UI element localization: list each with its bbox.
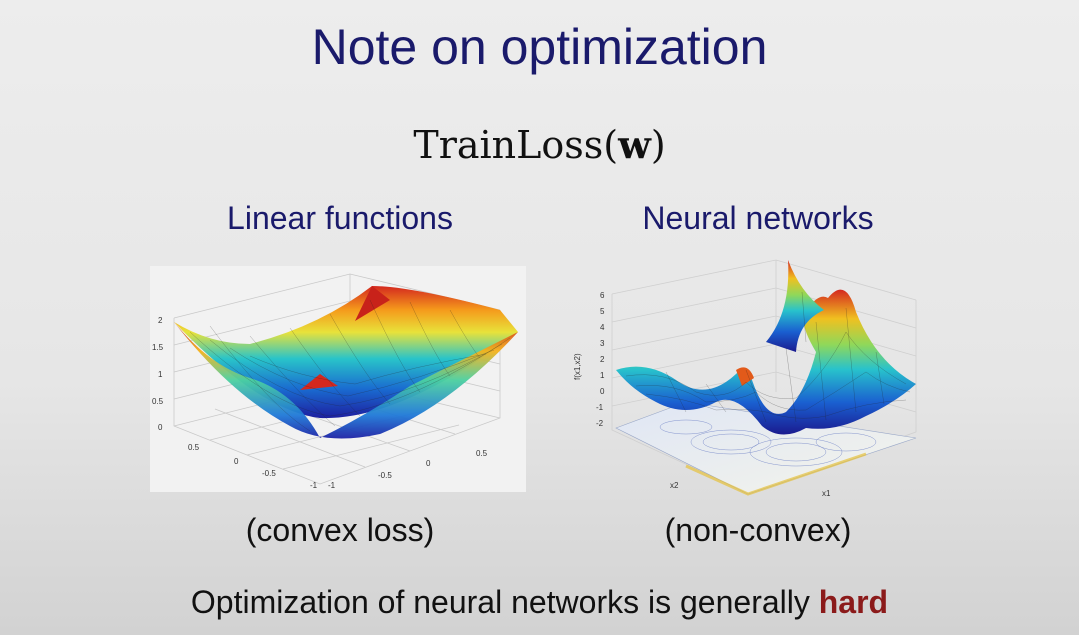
x-tick: 0.5 xyxy=(188,443,200,452)
bowl-mesh xyxy=(189,299,511,432)
y-tick: -0.5 xyxy=(378,471,392,480)
formula-text: TrainLoss( xyxy=(413,123,619,167)
footer-emphasis: hard xyxy=(818,584,889,620)
footer-statement: Optimization of neural networks is gener… xyxy=(0,584,1079,621)
y-tick: -1 xyxy=(328,481,336,490)
y-tick: 0.5 xyxy=(476,449,488,458)
formula: TrainLoss(w) xyxy=(0,122,1079,167)
formula-variable: w xyxy=(618,122,651,167)
x-tick: 0 xyxy=(234,457,239,466)
z-tick: 5 xyxy=(600,307,605,316)
right-z-ticks: 6 5 4 3 2 1 0 -1 -2 xyxy=(596,291,605,428)
z-axis-label: f(x1,x2) xyxy=(573,353,582,380)
contour-edge xyxy=(685,452,867,496)
y-axis-label: x1 xyxy=(822,489,831,498)
formula-close: ) xyxy=(650,123,666,167)
z-tick: 0 xyxy=(158,423,163,432)
z-tick: 2 xyxy=(158,316,163,325)
z-tick: 1.5 xyxy=(152,343,164,352)
footer-text: Optimization of neural networks is gener… xyxy=(190,584,819,620)
x-tick: -0.5 xyxy=(262,469,276,478)
bowl-peak-back xyxy=(355,286,390,321)
z-tick: 6 xyxy=(600,291,605,300)
z-tick: -1 xyxy=(596,403,604,412)
bowl-front-surface xyxy=(174,322,518,439)
z-tick: -2 xyxy=(596,419,604,428)
contour-lines xyxy=(659,419,877,467)
z-tick: 0.5 xyxy=(152,397,164,406)
z-tick: 0 xyxy=(600,387,605,396)
left-x-ticks: 0.5 0 -0.5 -1 xyxy=(188,443,318,490)
right-caption: (non-convex) xyxy=(664,512,852,548)
left-caption: (convex loss) xyxy=(245,512,435,548)
left-z-ticks: 2 1.5 1 0.5 0 xyxy=(152,316,164,432)
z-tick: 1 xyxy=(158,370,163,379)
x-axis-label: x2 xyxy=(670,481,679,490)
z-tick: 2 xyxy=(600,355,605,364)
slide-title: Note on optimization xyxy=(311,19,768,75)
surface-peak xyxy=(766,260,824,352)
z-tick: 1 xyxy=(600,371,605,380)
right-heading: Neural networks xyxy=(642,200,874,236)
left-y-ticks: -1 -0.5 0 0.5 xyxy=(328,449,488,490)
surface-ridge xyxy=(736,367,754,386)
left-heading: Linear functions xyxy=(227,200,453,236)
bowl-peak-front xyxy=(300,374,338,390)
nonconvex-mesh xyxy=(625,291,911,423)
z-tick: 4 xyxy=(600,323,605,332)
x-tick: -1 xyxy=(310,481,318,490)
nonconvex-surface xyxy=(616,289,916,435)
z-tick: 3 xyxy=(600,339,605,348)
convex-surface-plot: 2 1.5 1 0.5 0 0.5 0 -0.5 -1 -1 -0.5 0 0.… xyxy=(150,266,526,492)
nonconvex-surface-plot: 6 5 4 3 2 1 0 -1 -2 f(x1,x2) x2 x1 xyxy=(573,259,917,498)
y-tick: 0 xyxy=(426,459,431,468)
